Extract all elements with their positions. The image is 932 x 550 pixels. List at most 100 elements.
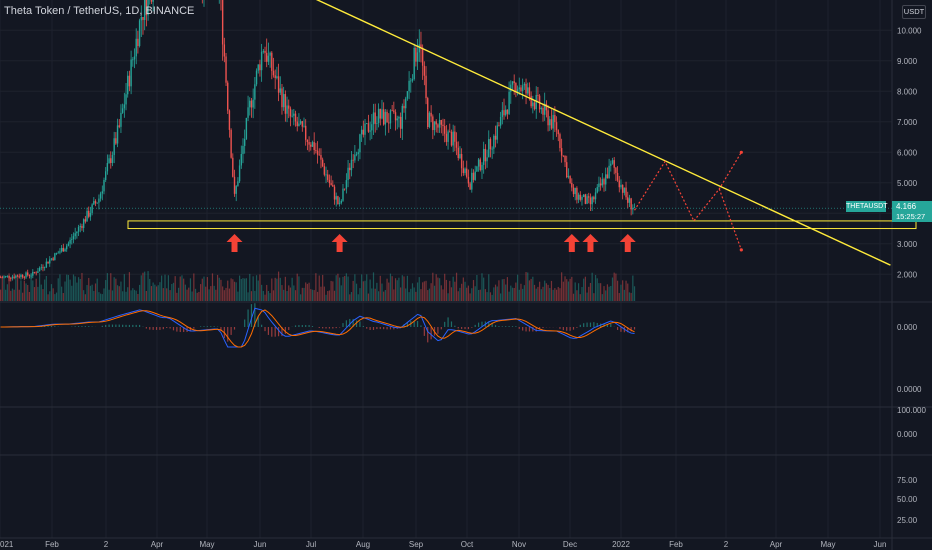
macd-histogram-bar bbox=[508, 326, 510, 327]
volume-bar bbox=[161, 275, 163, 301]
candle-body bbox=[525, 83, 527, 94]
candle-body bbox=[625, 187, 627, 198]
candle-body bbox=[454, 131, 456, 142]
candle-body bbox=[38, 267, 41, 272]
candle-body bbox=[152, 0, 154, 2]
volume-bar bbox=[203, 276, 205, 301]
macd-histogram-bar bbox=[440, 327, 442, 330]
volume-bar bbox=[315, 273, 317, 301]
volume-bar bbox=[177, 287, 180, 301]
candle-body bbox=[296, 121, 298, 127]
time-tick-label: Sep bbox=[409, 540, 424, 549]
macd-histogram-bar bbox=[288, 327, 290, 331]
currency-button[interactable]: USDT bbox=[902, 5, 926, 19]
volume-bar bbox=[137, 293, 139, 301]
candle-body bbox=[77, 227, 80, 232]
candle-body bbox=[82, 219, 85, 228]
candle-body bbox=[371, 124, 373, 131]
macd-histogram-bar bbox=[166, 327, 168, 328]
volume-bar bbox=[266, 284, 268, 301]
volume-bar bbox=[240, 279, 242, 301]
macd-histogram-bar bbox=[372, 327, 375, 330]
candle-body bbox=[247, 107, 249, 118]
volume-bar bbox=[547, 284, 549, 301]
candle-body bbox=[598, 183, 600, 188]
macd-histogram-bar bbox=[362, 325, 364, 327]
volume-bar bbox=[530, 278, 532, 301]
candle-body bbox=[21, 274, 24, 278]
candle-body bbox=[632, 207, 634, 210]
candle-body bbox=[18, 276, 20, 278]
macd-histogram-bar bbox=[257, 316, 259, 327]
candle-body bbox=[460, 154, 463, 169]
volume-bar bbox=[227, 280, 229, 301]
volume-bar bbox=[40, 284, 42, 301]
volume-bar bbox=[66, 274, 68, 301]
volume-bar bbox=[155, 286, 158, 301]
candle-body bbox=[99, 193, 102, 199]
candle-body bbox=[594, 192, 597, 200]
time-tick-label: 021 bbox=[0, 540, 14, 549]
volume-bar bbox=[327, 291, 329, 301]
macd-histogram-bar bbox=[376, 327, 378, 330]
macd-histogram-bar bbox=[169, 327, 171, 329]
volume-bar bbox=[437, 277, 439, 301]
volume-bar bbox=[18, 289, 20, 301]
volume-bar bbox=[564, 276, 566, 301]
candle-body bbox=[84, 219, 87, 222]
candle-body bbox=[116, 125, 119, 144]
macd-histogram-bar bbox=[345, 320, 347, 327]
volume-bar bbox=[345, 273, 347, 301]
volume-bar bbox=[403, 276, 405, 301]
volume-bar bbox=[600, 283, 602, 301]
volume-bar bbox=[289, 287, 292, 301]
time-axis[interactable]: 021 Feb 2 Apr May Jun Jul Aug Sep Oct Nov Dec 2022 Fe… bbox=[0, 540, 886, 549]
candle-body bbox=[311, 142, 314, 147]
volume-bar bbox=[262, 290, 264, 301]
candle-body bbox=[496, 125, 498, 140]
macd-histogram-bar bbox=[454, 325, 456, 327]
volume-bar bbox=[84, 294, 86, 301]
candle-body bbox=[369, 130, 371, 132]
volume-bar bbox=[359, 288, 361, 301]
volume-bar bbox=[501, 279, 503, 301]
candle-body bbox=[437, 124, 439, 128]
volume-bar bbox=[459, 287, 461, 301]
macd-histogram-bar bbox=[335, 327, 337, 329]
volume-bar bbox=[169, 290, 171, 301]
volume-bar bbox=[284, 276, 286, 301]
volume-bar bbox=[633, 286, 636, 301]
price-axis[interactable]: 10.0009.0008.0007.0006.0005.0004.0003.00… bbox=[897, 26, 926, 525]
volume-bar bbox=[305, 282, 307, 301]
time-tick-label: May bbox=[199, 540, 214, 549]
volume-bar bbox=[272, 290, 275, 301]
time-tick-label: Nov bbox=[512, 540, 526, 549]
volume-bar bbox=[355, 283, 358, 301]
volume-bar bbox=[22, 292, 24, 301]
volume-bar bbox=[486, 292, 488, 301]
volume-bar bbox=[535, 288, 537, 301]
candle-body bbox=[110, 158, 112, 163]
volume-bar bbox=[628, 292, 631, 301]
volume-bar bbox=[179, 276, 181, 301]
macd-histogram-bar bbox=[213, 326, 215, 327]
candle-body bbox=[237, 181, 239, 187]
volume-bar bbox=[37, 286, 39, 301]
candle-body bbox=[408, 80, 410, 92]
macd-histogram-bar bbox=[630, 327, 632, 332]
volume-bar bbox=[93, 290, 95, 301]
volume-bar bbox=[574, 282, 576, 301]
candle-body bbox=[93, 201, 95, 205]
candle-body bbox=[338, 202, 341, 204]
volume-bar bbox=[352, 280, 354, 301]
volume-bar bbox=[408, 292, 410, 301]
macd-histogram-bar bbox=[596, 322, 598, 327]
volume-bar bbox=[318, 275, 320, 301]
candle-body bbox=[37, 271, 39, 274]
macd-histogram-bar bbox=[81, 326, 83, 327]
macd-histogram-bar bbox=[366, 327, 368, 329]
candle-body bbox=[321, 159, 324, 167]
volume-bar bbox=[605, 290, 607, 301]
